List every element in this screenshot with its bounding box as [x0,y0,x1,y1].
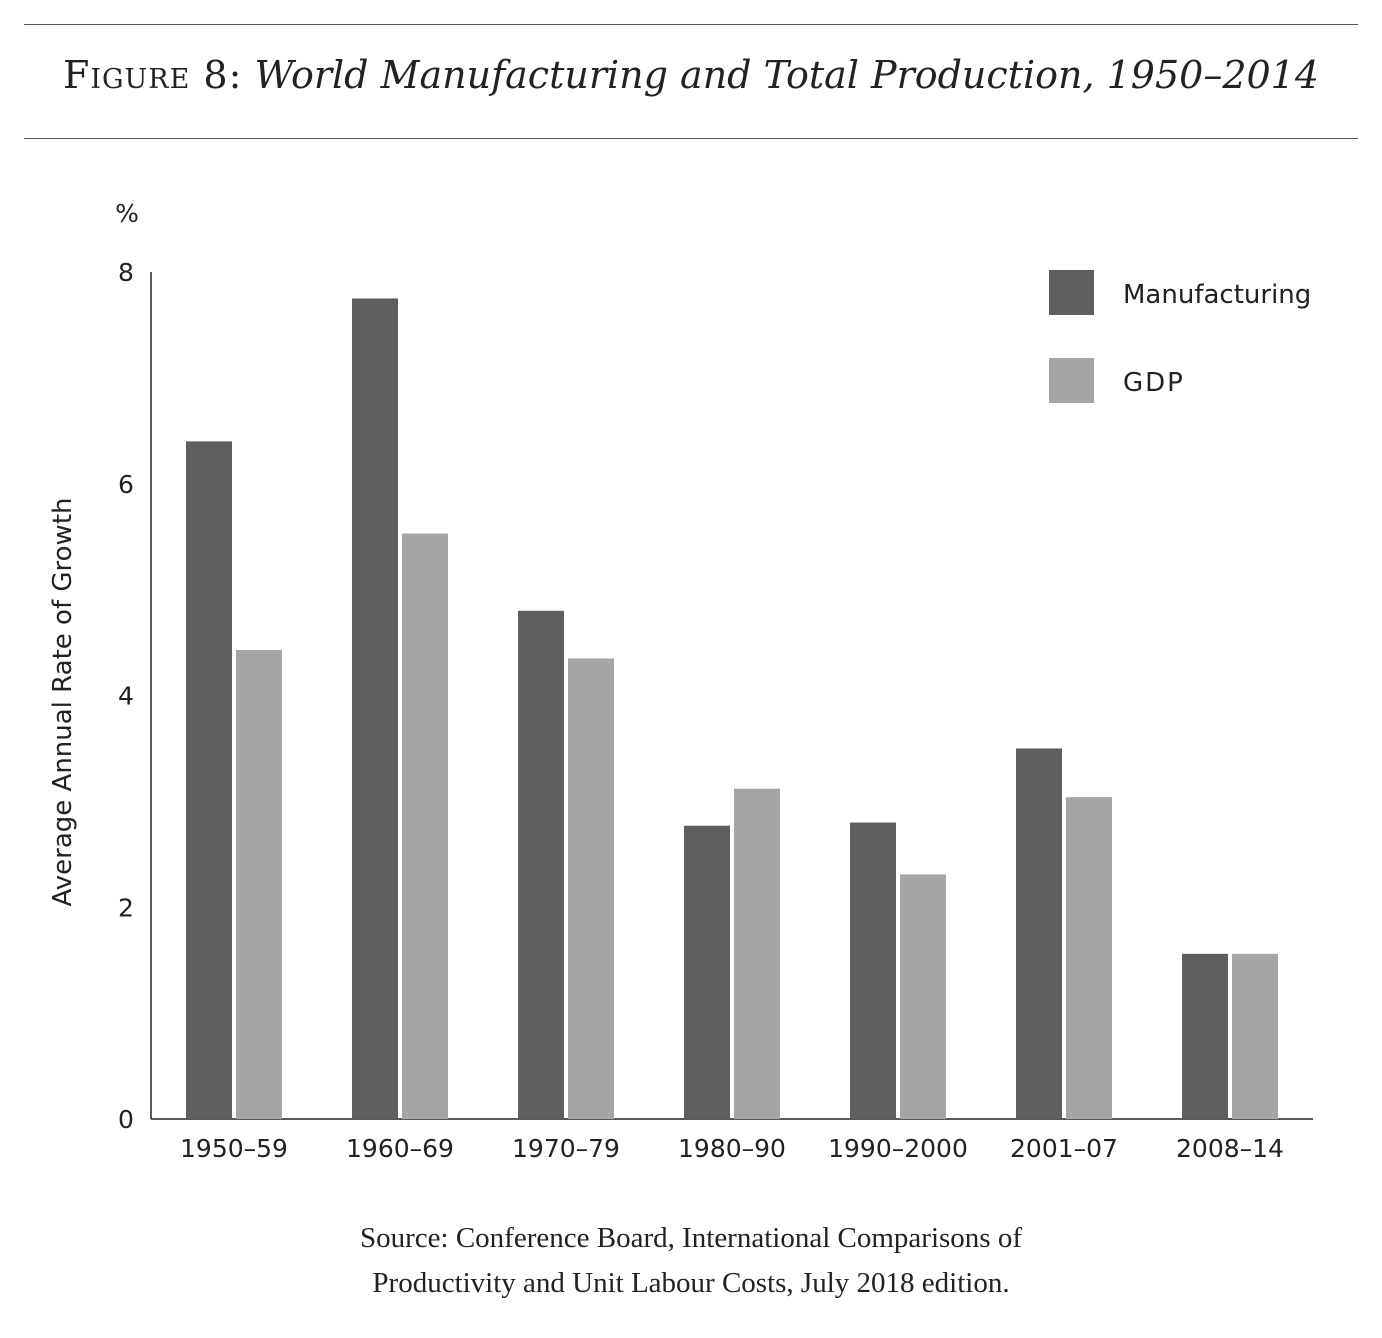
y-unit-label: % [115,199,139,228]
bar-gdp [1066,797,1112,1119]
bar-manufacturing [850,822,896,1119]
legend-swatch-manufacturing [1049,270,1094,315]
figure-title-text: World Manufacturing and Total Production… [254,53,1320,97]
figure-title: Figure 8: World Manufacturing and Total … [0,48,1382,102]
bar-gdp [900,874,946,1119]
x-tick-label: 2001–07 [1010,1134,1118,1163]
legend-label-manufacturing: Manufacturing [1123,280,1311,310]
bar-gdp [568,658,614,1119]
source-line-2: Productivity and Unit Labour Costs, July… [372,1267,1010,1299]
figure-label: Figure 8: [62,53,243,97]
bar-gdp [236,649,282,1119]
source-line-1: Source: Conference Board, International … [360,1222,1022,1254]
x-tick-label: 1950–59 [180,1134,288,1163]
x-tick-label: 1970–79 [512,1134,620,1163]
bar-manufacturing [1016,748,1062,1119]
y-tick-label: 6 [118,470,134,499]
y-tick-label: 4 [118,682,134,711]
x-tick-label: 1990–2000 [828,1134,968,1163]
x-tick-label: 1960–69 [346,1134,454,1163]
top-rule [24,24,1358,25]
x-tick-label: 1980–90 [678,1134,786,1163]
bar-gdp [734,788,780,1119]
bar-manufacturing [186,441,232,1119]
y-tick-label: 2 [118,893,134,922]
x-tick-label: 2008–14 [1176,1134,1284,1163]
y-axis-title: Average Annual Rate of Growth [48,498,78,907]
legend-label-gdp: GDP [1123,368,1185,398]
y-tick-label: 0 [118,1105,134,1134]
bar-gdp [1232,953,1278,1119]
legend-swatch-gdp [1049,358,1094,403]
bar-manufacturing [518,610,564,1119]
source-note: Source: Conference Board, International … [0,1216,1382,1306]
bar-manufacturing [352,298,398,1119]
y-tick-label: 8 [118,258,134,287]
title-rule [24,138,1358,139]
bar-manufacturing [1182,953,1228,1119]
bar-manufacturing [684,825,730,1119]
bar-gdp [402,533,448,1119]
legend: Manufacturing GDP [1049,270,1311,403]
bar-chart: % Average Annual Rate of Growth 0 2 4 6 8 19… [48,199,1313,1163]
